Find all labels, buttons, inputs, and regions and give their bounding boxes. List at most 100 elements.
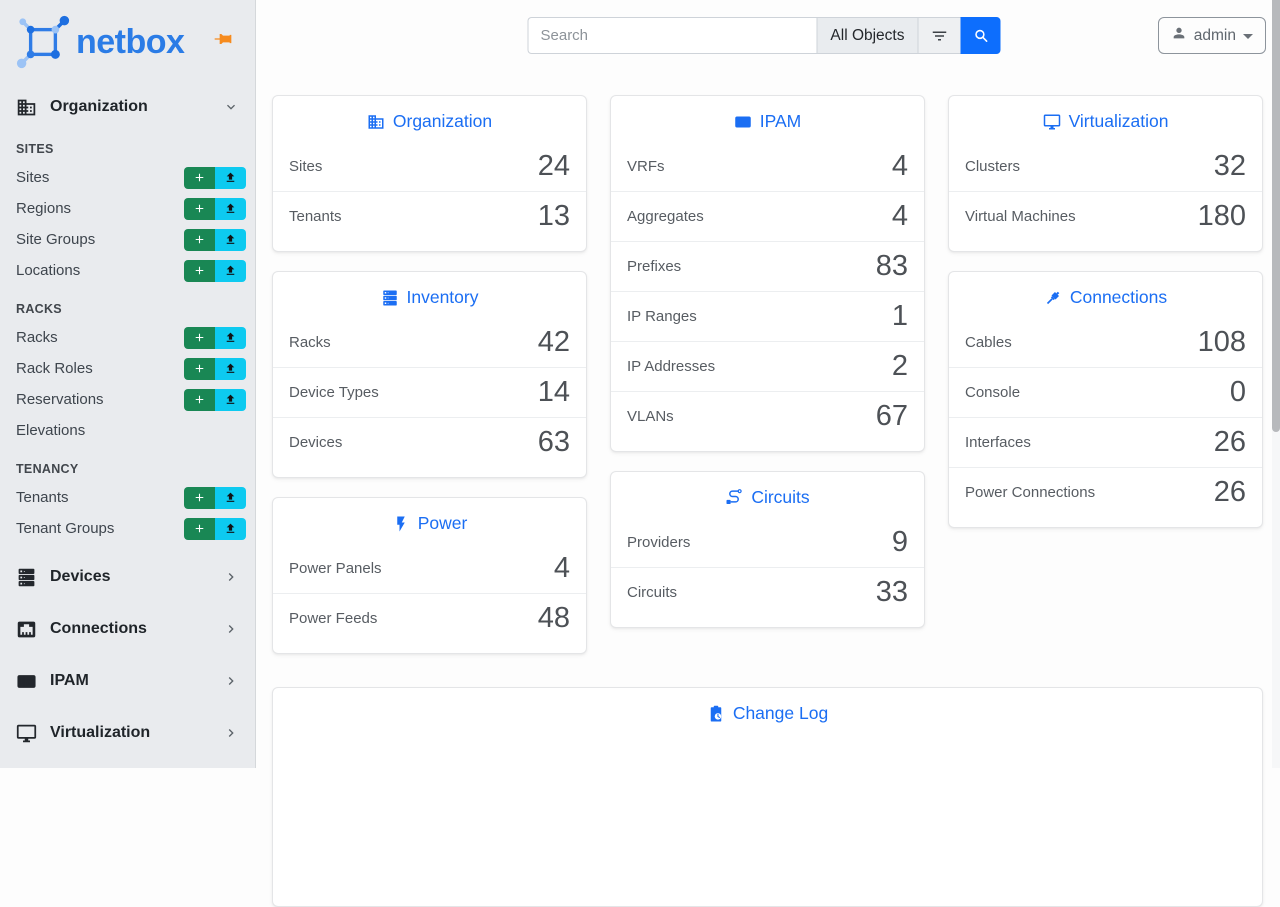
stat-label[interactable]: Virtual Machines (965, 208, 1076, 225)
stat-label[interactable]: Devices (289, 434, 343, 451)
server-icon (16, 567, 37, 588)
stat-row: Racks 42 (273, 317, 586, 367)
add-button[interactable] (184, 486, 215, 509)
stat-label[interactable]: Power Feeds (289, 610, 378, 627)
add-button[interactable] (184, 326, 215, 349)
sidebar-menu-devices[interactable]: Devices (8, 558, 247, 596)
user-menu-button[interactable]: admin (1157, 17, 1266, 54)
sidebar-menu-ipam[interactable]: IPAM (8, 662, 247, 700)
sidebar-item-regions[interactable]: Regions (0, 193, 255, 224)
import-button[interactable] (215, 259, 246, 282)
card-organization-title[interactable]: Organization (273, 96, 586, 141)
stat-label[interactable]: Tenants (289, 208, 342, 225)
stat-label[interactable]: Circuits (627, 584, 678, 601)
stat-label[interactable]: Console (965, 384, 1021, 401)
stat-value[interactable]: 14 (537, 376, 570, 408)
filter-icon (931, 27, 949, 45)
pin-icon[interactable] (213, 29, 233, 49)
card-connections-title[interactable]: Connections (949, 272, 1262, 317)
import-button[interactable] (215, 388, 246, 411)
card-virtualization-title[interactable]: Virtualization (949, 96, 1262, 141)
stat-label[interactable]: VRFs (627, 157, 665, 175)
import-button[interactable] (215, 517, 246, 540)
card-changelog-title[interactable]: Change Log (273, 688, 1262, 733)
sidebar-item-tenant-groups[interactable]: Tenant Groups (0, 513, 255, 544)
stat-label[interactable]: Prefixes (627, 258, 682, 275)
card-circuits-title[interactable]: Circuits (611, 472, 924, 517)
add-button[interactable] (184, 197, 215, 220)
stat-label[interactable]: Power Panels (289, 559, 382, 577)
netbox-logo[interactable]: netbox (0, 0, 255, 80)
import-button[interactable] (215, 228, 246, 251)
sidebar-item-reservations[interactable]: Reservations (0, 384, 255, 415)
stat-value[interactable]: 83 (875, 250, 908, 282)
stat-label[interactable]: Interfaces (965, 434, 1031, 451)
stat-value[interactable]: 1 (891, 300, 908, 332)
add-button[interactable] (184, 388, 215, 411)
add-button[interactable] (184, 517, 215, 540)
stat-row: Prefixes 83 (611, 241, 924, 291)
sidebar-menu-connections[interactable]: Connections (8, 610, 247, 648)
stat-value[interactable]: 26 (1213, 426, 1246, 458)
scrollbar-thumb[interactable] (1272, 0, 1280, 432)
stat-label[interactable]: VLANs (627, 408, 674, 425)
add-button[interactable] (184, 259, 215, 282)
card-ipam-title[interactable]: IPAM (611, 96, 924, 141)
stat-value[interactable]: 108 (1197, 325, 1246, 358)
filter-button[interactable] (917, 17, 961, 54)
stat-label[interactable]: IP Ranges (627, 308, 697, 325)
stat-label[interactable]: Racks (289, 333, 331, 351)
stat-value[interactable]: 32 (1213, 149, 1246, 182)
import-button[interactable] (215, 326, 246, 349)
stat-value[interactable]: 4 (891, 149, 908, 182)
caret-down-icon (1243, 34, 1253, 39)
stat-value[interactable]: 13 (537, 200, 570, 232)
import-button[interactable] (215, 486, 246, 509)
stat-value[interactable]: 24 (537, 149, 570, 182)
card-inventory-title[interactable]: Inventory (273, 272, 586, 317)
import-button[interactable] (215, 357, 246, 380)
stat-row: Cables 108 (949, 317, 1262, 367)
sidebar-menu-organization[interactable]: Organization (8, 88, 247, 126)
building-icon (16, 97, 37, 118)
search-input[interactable] (527, 17, 817, 54)
sidebar-item-sites[interactable]: Sites (0, 162, 255, 193)
stat-label[interactable]: Cables (965, 333, 1012, 351)
import-button[interactable] (215, 197, 246, 220)
add-button[interactable] (184, 228, 215, 251)
stat-label[interactable]: Aggregates (627, 208, 704, 225)
add-button[interactable] (184, 166, 215, 189)
stat-value[interactable]: 48 (537, 602, 570, 634)
import-button[interactable] (215, 166, 246, 189)
stat-value[interactable]: 63 (537, 426, 570, 458)
stat-label[interactable]: Providers (627, 533, 691, 551)
sidebar-item-elevations[interactable]: Elevations (16, 422, 86, 439)
stat-value[interactable]: 33 (875, 576, 908, 608)
stat-label[interactable]: Sites (289, 157, 323, 175)
stat-value[interactable]: 2 (891, 350, 908, 382)
stat-label[interactable]: Device Types (289, 384, 379, 401)
stat-value[interactable]: 26 (1213, 476, 1246, 508)
stat-label[interactable]: Power Connections (965, 484, 1096, 501)
stat-label[interactable]: Clusters (965, 157, 1021, 175)
stat-value[interactable]: 0 (1229, 376, 1246, 408)
sidebar-menu-virtualization[interactable]: Virtualization (8, 714, 247, 752)
sidebar-item-racks[interactable]: Racks (0, 322, 255, 353)
stat-value[interactable]: 67 (875, 400, 908, 432)
stat-value[interactable]: 42 (537, 325, 570, 358)
stat-value[interactable]: 9 (891, 525, 908, 558)
stat-value[interactable]: 4 (553, 551, 570, 584)
card-connections: Connections Cables 108 Console 0 Interfa… (948, 271, 1263, 528)
sidebar-item-locations[interactable]: Locations (0, 255, 255, 286)
search-button[interactable] (960, 17, 1001, 54)
stat-value[interactable]: 180 (1197, 200, 1246, 232)
search-scope-dropdown[interactable]: All Objects (816, 17, 918, 54)
stat-label[interactable]: IP Addresses (627, 358, 716, 375)
stat-value[interactable]: 4 (891, 200, 908, 232)
add-button[interactable] (184, 357, 215, 380)
sidebar-item-rack-roles[interactable]: Rack Roles (0, 353, 255, 384)
card-power-title[interactable]: Power (273, 498, 586, 543)
sidebar-item-tenants[interactable]: Tenants (0, 482, 255, 513)
chevron-right-icon (223, 621, 239, 637)
sidebar-item-site-groups[interactable]: Site Groups (0, 224, 255, 255)
